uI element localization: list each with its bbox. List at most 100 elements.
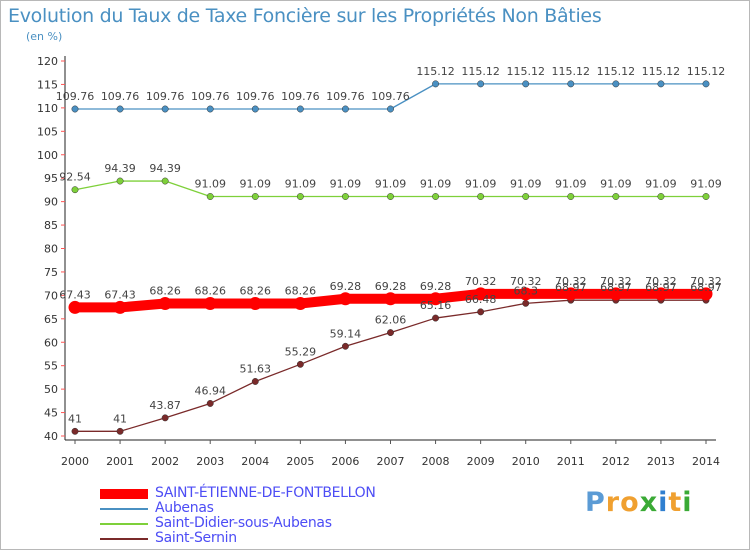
data-label: 91.09 bbox=[600, 178, 632, 191]
legend-label: Saint-Sernin bbox=[155, 530, 237, 546]
y-tick-label: 120 bbox=[37, 55, 58, 68]
data-label: 69.28 bbox=[375, 280, 407, 293]
chart-subtitle: (en %) bbox=[26, 30, 63, 43]
data-point bbox=[251, 193, 259, 200]
data-label: 68.97 bbox=[645, 281, 677, 294]
data-point bbox=[432, 193, 440, 200]
data-label: 69.28 bbox=[420, 280, 452, 293]
chart-title: Evolution du Taux de Taxe Foncière sur l… bbox=[8, 5, 602, 27]
data-point bbox=[341, 342, 349, 350]
data-point bbox=[477, 193, 485, 200]
data-label: 66.48 bbox=[465, 293, 497, 306]
legend-swatch bbox=[100, 523, 148, 525]
chart-legend: SAINT-ÉTIENNE-DE-FONTBELLON Aubenas Sain… bbox=[100, 485, 430, 547]
legend-item: Saint-Sernin bbox=[100, 530, 430, 547]
data-point bbox=[341, 105, 349, 113]
chart-series bbox=[68, 80, 713, 435]
data-label: 67.43 bbox=[104, 288, 136, 301]
data-point bbox=[71, 186, 79, 194]
data-point bbox=[699, 287, 713, 301]
x-tick-label: 2004 bbox=[241, 455, 269, 468]
data-label: 68.26 bbox=[149, 285, 181, 298]
data-point bbox=[387, 329, 394, 337]
data-label: 91.09 bbox=[645, 178, 677, 191]
data-point bbox=[477, 80, 485, 88]
proxiti-logo: Proxiti bbox=[585, 487, 693, 518]
data-label: 70.32 bbox=[465, 275, 497, 288]
y-tick-label: 95 bbox=[44, 172, 58, 185]
data-point bbox=[657, 193, 665, 200]
data-point bbox=[522, 80, 530, 88]
x-tick-label: 2005 bbox=[286, 455, 314, 468]
logo-letter: t bbox=[668, 487, 683, 518]
data-label: 68.3 bbox=[513, 284, 538, 297]
x-tick-label: 2002 bbox=[151, 455, 179, 468]
data-label: 91.09 bbox=[330, 178, 362, 191]
data-label: 69.28 bbox=[330, 280, 362, 293]
data-point bbox=[248, 297, 262, 311]
data-point bbox=[519, 287, 533, 301]
data-point bbox=[296, 105, 304, 113]
data-label: 115.12 bbox=[597, 65, 636, 78]
data-point bbox=[702, 80, 710, 88]
data-point bbox=[68, 300, 82, 314]
data-point bbox=[522, 299, 530, 307]
y-tick-label: 100 bbox=[37, 149, 58, 162]
data-point bbox=[432, 314, 440, 322]
x-tick-label: 2010 bbox=[512, 455, 540, 468]
legend-swatch bbox=[100, 538, 148, 540]
data-label: 41 bbox=[113, 412, 127, 425]
y-tick-label: 115 bbox=[37, 78, 58, 91]
logo-letter: x bbox=[639, 487, 659, 518]
legend-item: Saint-Didier-sous-Aubenas bbox=[100, 515, 430, 532]
data-label: 70.32 bbox=[510, 275, 542, 288]
data-label: 68.26 bbox=[240, 285, 272, 298]
data-label: 115.12 bbox=[506, 65, 545, 78]
data-label: 115.12 bbox=[416, 65, 455, 78]
data-point bbox=[657, 80, 665, 88]
y-tick-label: 90 bbox=[44, 196, 58, 209]
data-label: 51.63 bbox=[240, 362, 272, 375]
data-label: 109.76 bbox=[56, 90, 95, 103]
x-tick-label: 2014 bbox=[692, 455, 720, 468]
legend-swatch bbox=[100, 508, 148, 510]
legend-label: SAINT-ÉTIENNE-DE-FONTBELLON bbox=[155, 485, 376, 501]
data-label: 70.32 bbox=[645, 275, 677, 288]
logo-letter: i bbox=[658, 487, 669, 518]
data-point bbox=[161, 414, 169, 422]
data-point bbox=[116, 105, 124, 113]
data-label: 109.76 bbox=[281, 90, 320, 103]
x-tick-label: 2008 bbox=[422, 455, 450, 468]
data-point bbox=[477, 308, 485, 316]
y-tick-label: 65 bbox=[44, 313, 58, 326]
data-label: 68.97 bbox=[600, 281, 632, 294]
data-point bbox=[71, 105, 79, 113]
logo-letter: o bbox=[620, 487, 640, 518]
legend-item: Aubenas bbox=[100, 500, 430, 517]
data-label: 94.39 bbox=[104, 162, 136, 175]
data-label: 115.12 bbox=[552, 65, 591, 78]
data-point bbox=[296, 193, 304, 200]
data-label: 68.26 bbox=[194, 285, 226, 298]
x-tick-label: 2013 bbox=[647, 455, 675, 468]
data-point bbox=[206, 105, 214, 113]
data-point bbox=[564, 287, 578, 301]
y-tick-label: 55 bbox=[44, 360, 58, 373]
data-point bbox=[161, 177, 169, 185]
data-point bbox=[612, 193, 620, 200]
data-label: 62.06 bbox=[375, 314, 407, 327]
data-point bbox=[161, 105, 169, 113]
logo-letter: i bbox=[682, 487, 693, 518]
legend-item: SAINT-ÉTIENNE-DE-FONTBELLON bbox=[100, 485, 430, 502]
x-tick-label: 2012 bbox=[602, 455, 630, 468]
x-tick-label: 2009 bbox=[467, 455, 495, 468]
data-label: 46.94 bbox=[194, 384, 226, 397]
data-point bbox=[612, 80, 620, 88]
data-point bbox=[116, 427, 124, 435]
x-tick-label: 2007 bbox=[377, 455, 405, 468]
data-point bbox=[158, 297, 172, 311]
data-label: 43.87 bbox=[149, 399, 181, 412]
logo-letter: r bbox=[605, 487, 621, 518]
data-point bbox=[116, 177, 124, 185]
data-point bbox=[474, 287, 488, 301]
